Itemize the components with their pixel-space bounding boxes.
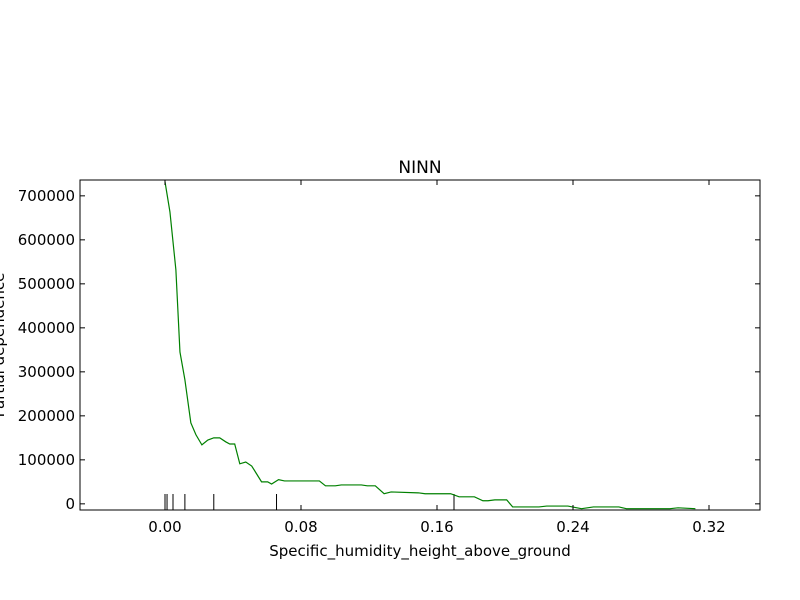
y-tick-label: 600000 (18, 231, 75, 249)
y-tick-label: 400000 (18, 319, 75, 337)
axes-frame (79, 179, 761, 511)
x-tick-label: 0.32 (692, 518, 725, 536)
y-tick-label: 500000 (18, 275, 75, 293)
y-tick-label: 700000 (18, 187, 75, 205)
data-line (164, 181, 696, 510)
y-tick-label: 0 (65, 495, 75, 513)
x-tick-label: 0.24 (556, 518, 589, 536)
y-tick-label: 100000 (18, 451, 75, 469)
y-tick-label: 300000 (18, 363, 75, 381)
chart-title: NINN (398, 158, 441, 178)
y-tick-label: 200000 (18, 407, 75, 425)
y-axis-label: Partial dependence (0, 273, 8, 418)
x-axis-label: Specific_humidity_height_above_ground (269, 542, 571, 561)
plot-area (164, 181, 696, 510)
x-tick-label: 0.00 (148, 518, 181, 536)
x-tick-label: 0.16 (420, 518, 453, 536)
x-tick-label: 0.08 (284, 518, 317, 536)
